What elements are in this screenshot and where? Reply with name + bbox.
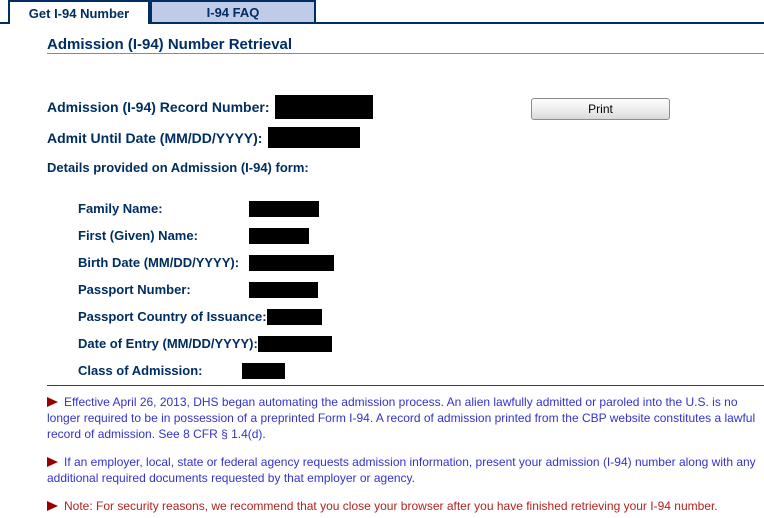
admit-until-label: Admit Until Date (MM/DD/YYYY): [47,129,263,146]
birth-date-redacted-value [249,254,334,271]
family-name-label: Family Name: [78,201,163,216]
tab-get-i94-number[interactable]: Get I-94 Number [8,0,150,24]
first-name-label: First (Given) Name: [78,228,198,243]
title-underline [47,53,764,54]
tab-i94-faq[interactable]: I-94 FAQ [150,0,316,22]
notes-divider [47,385,764,386]
detail-row-first-name: First (Given) Name: [78,222,334,249]
note-automation: Effective April 26, 2013, DHS began auto… [47,394,759,442]
admit-until-row: Admit Until Date (MM/DD/YYYY): [47,127,361,148]
tab-bar: Get I-94 Number I-94 FAQ [0,0,764,24]
class-of-admission-redacted-value [242,362,285,379]
print-button[interactable]: Print [531,98,670,120]
detail-row-date-of-entry: Date of Entry (MM/DD/YYYY): [78,330,334,357]
note-security-text: Note: For security reasons, we recommend… [64,499,718,513]
detail-row-birth-date: Birth Date (MM/DD/YYYY): [78,249,334,276]
page-title: Admission (I-94) Number Retrieval [47,36,293,53]
note-security: Note: For security reasons, we recommend… [47,498,759,514]
arrow-bullet-icon [47,397,58,407]
record-number-label: Admission (I-94) Record Number: [47,99,270,115]
detail-row-passport-country: Passport Country of Issuance: [78,303,334,330]
date-of-entry-redacted-value [257,335,332,352]
passport-number-label: Passport Number: [78,282,191,297]
note-employer: If an employer, local, state or federal … [47,454,759,486]
passport-country-redacted-value [266,308,322,325]
arrow-bullet-icon [47,457,58,467]
detail-row-passport-number: Passport Number: [78,276,334,303]
details-heading: Details provided on Admission (I-94) for… [47,160,309,175]
date-of-entry-label: Date of Entry (MM/DD/YYYY): [78,336,258,351]
tab-get-i94-number-label: Get I-94 Number [28,5,130,21]
admit-until-redacted-value [268,127,361,148]
birth-date-label: Birth Date (MM/DD/YYYY): [78,255,240,270]
detail-row-class-of-admission: Class of Admission: [78,357,334,384]
detail-row-family-name: Family Name: [78,195,334,222]
passport-number-redacted-value [249,281,318,298]
tab-bar-baseline [0,22,764,24]
family-name-redacted-value [249,200,319,217]
record-number-row: Admission (I-94) Record Number: [47,95,374,119]
class-of-admission-label: Class of Admission: [78,363,203,378]
details-list: Family Name: First (Given) Name: Birth D… [78,195,334,384]
first-name-redacted-value [249,227,309,244]
arrow-bullet-icon [47,501,58,511]
record-number-redacted-value [275,95,374,119]
note-automation-text: Effective April 26, 2013, DHS began auto… [47,395,756,441]
passport-country-label: Passport Country of Issuance: [78,309,267,324]
tab-i94-faq-label: I-94 FAQ [206,4,260,20]
note-employer-text: If an employer, local, state or federal … [47,455,756,485]
notes-section: Effective April 26, 2013, DHS began auto… [47,394,759,514]
